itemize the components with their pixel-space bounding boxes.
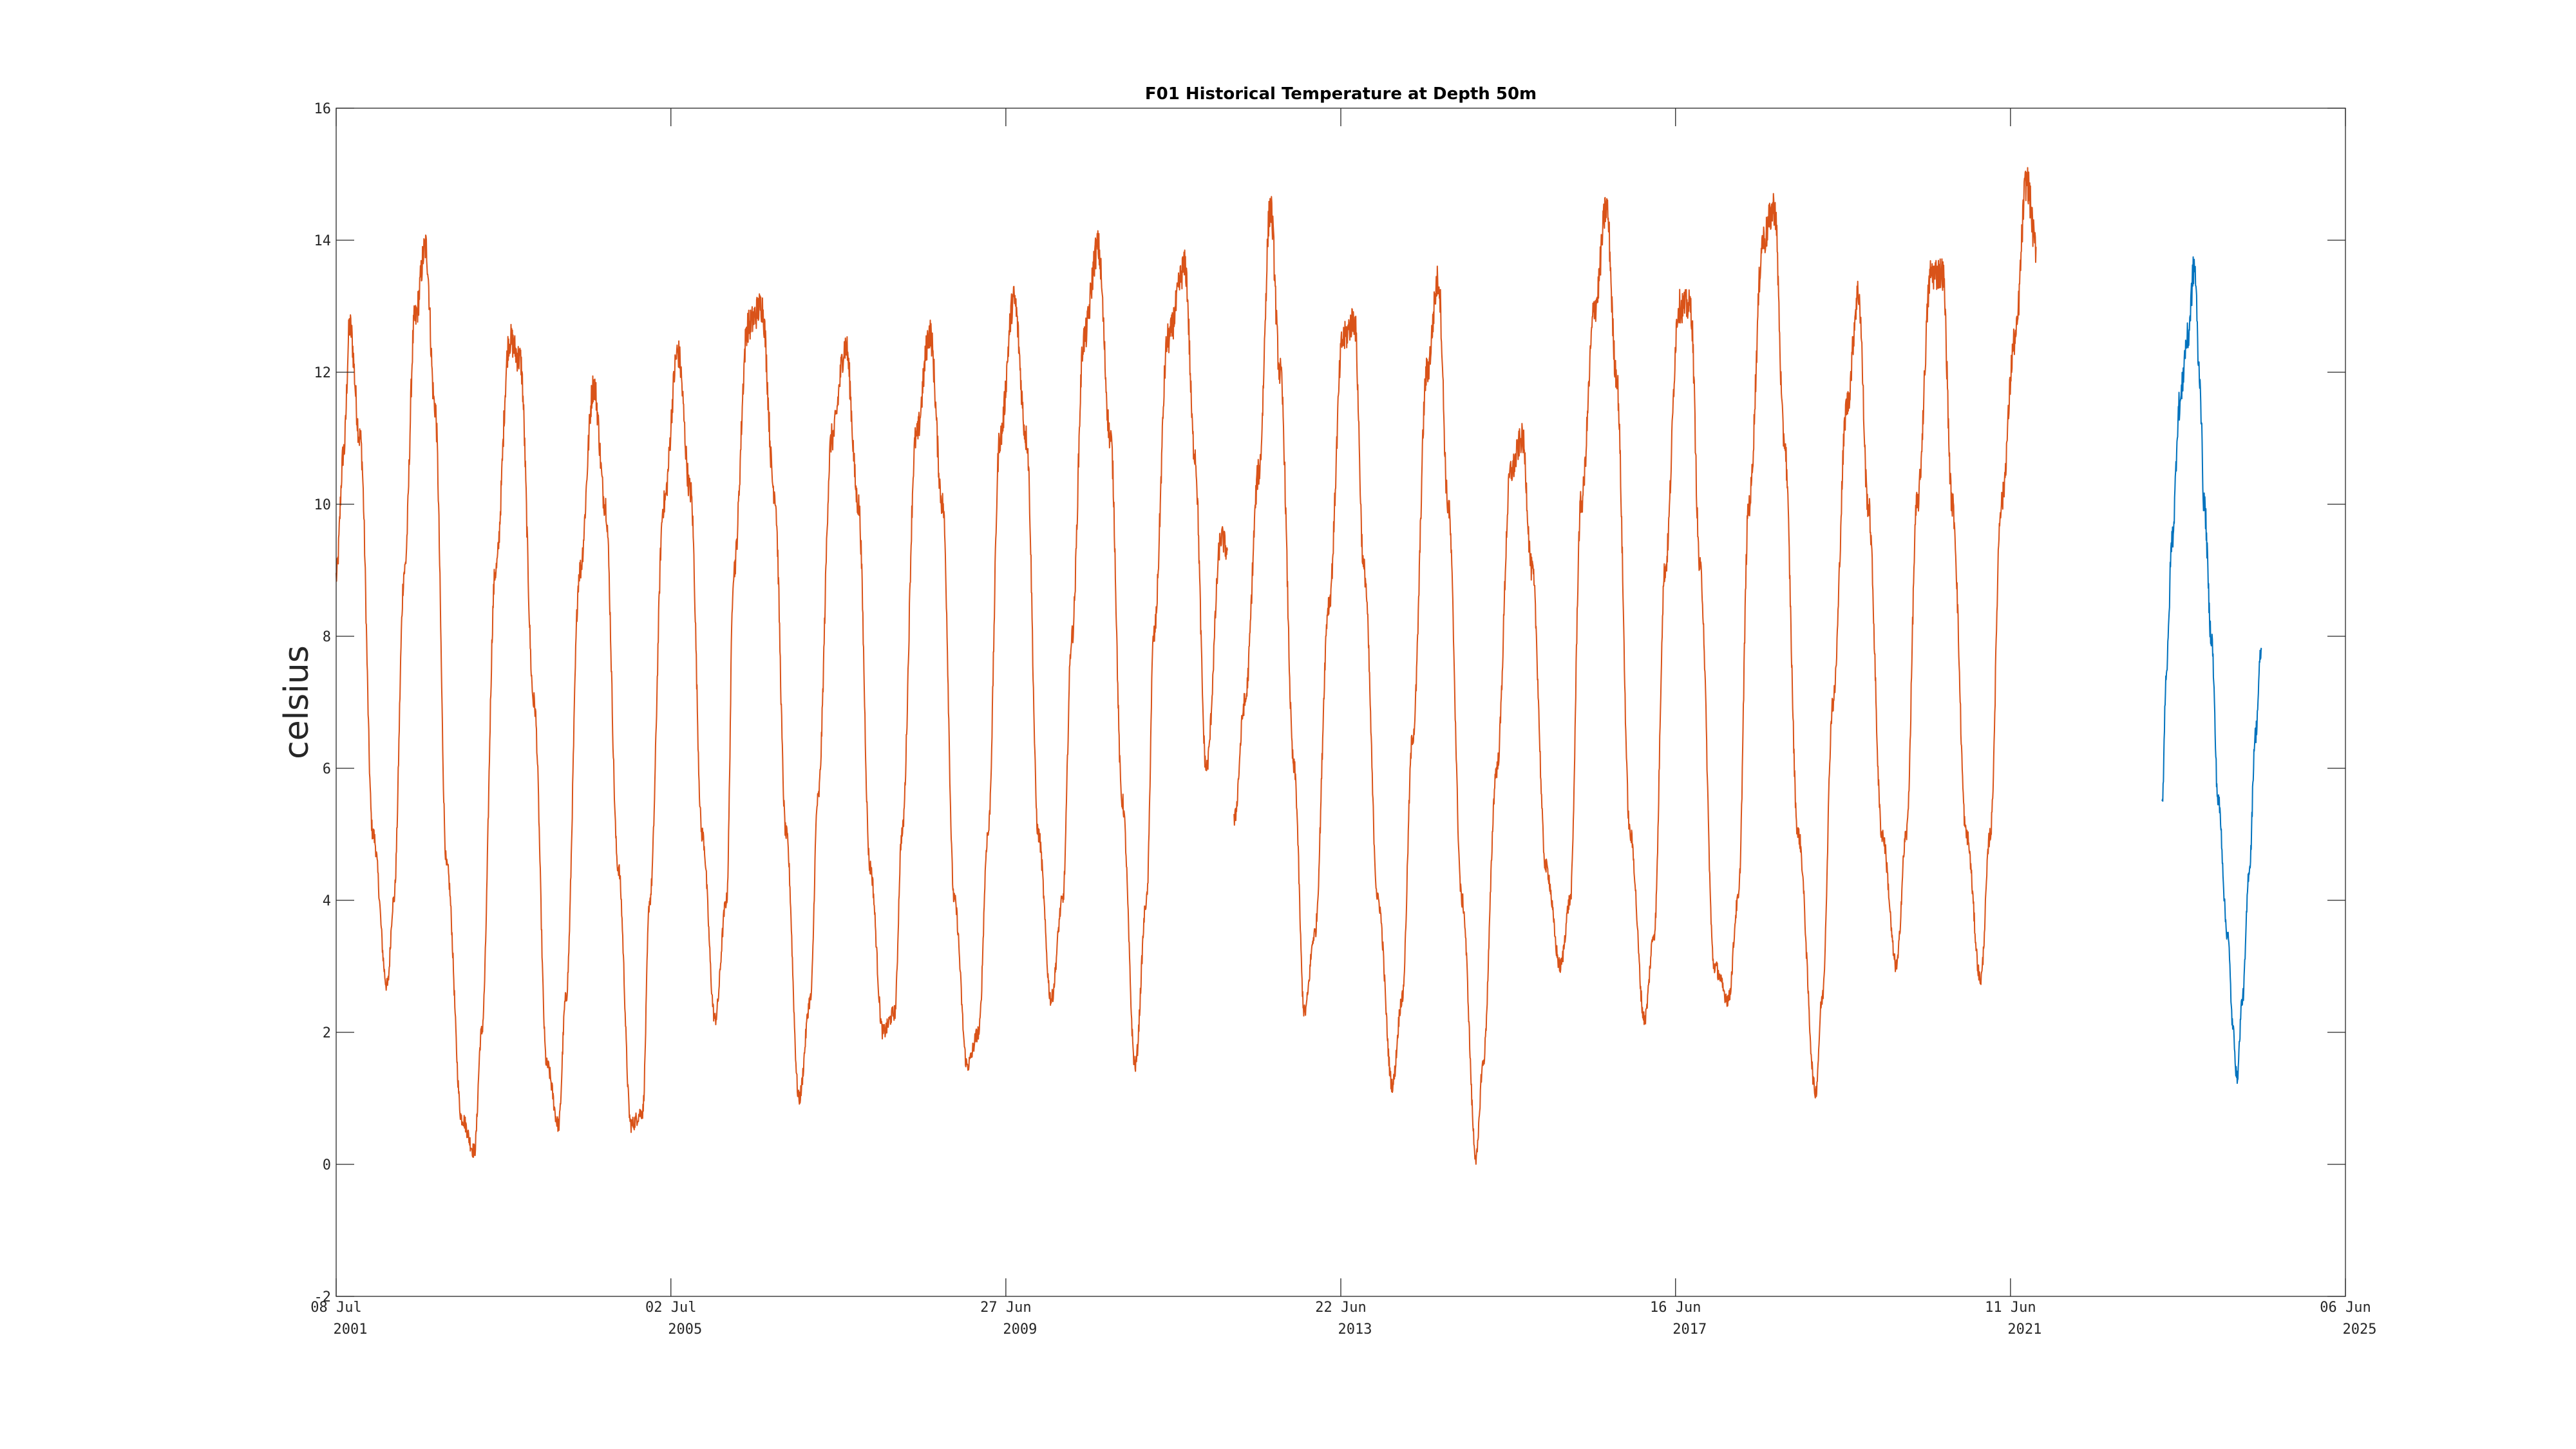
x-tick-label-date: 02 Jul (645, 1300, 696, 1316)
y-tick-label: 2 (323, 1025, 331, 1041)
y-tick-label: 0 (323, 1157, 331, 1173)
x-tick-label-year: 2017 (1672, 1321, 1707, 1338)
x-tick-label-date: 22 Jun (1315, 1300, 1366, 1316)
series-line-3 (2161, 256, 2262, 1084)
y-tick-label: 16 (314, 101, 332, 117)
y-tick-label: 14 (314, 233, 332, 249)
y-tick-label: 6 (323, 761, 331, 777)
x-tick-label-date: 11 Jun (1985, 1300, 2036, 1316)
series-layer (336, 167, 2262, 1165)
plot-frame (336, 108, 2346, 1297)
x-tick-label-date: 16 Jun (1650, 1300, 1701, 1316)
tick-labels: -2 0 2 4 6 8 10 12 14 16 08 Jul 2001 02 Jul 2005 27 Ju… (310, 101, 2376, 1338)
y-tick-label: 4 (323, 893, 331, 909)
x-tick-label-year: 2009 (1003, 1321, 1037, 1338)
series-line-1 (336, 230, 1228, 1158)
y-tick-label: 8 (323, 629, 331, 645)
x-tick-label-date: 08 Jul (310, 1300, 361, 1316)
chart-title: F01 Historical Temperature at Depth 50m (1145, 84, 1537, 104)
y-tick-label: 12 (314, 365, 332, 381)
y-axis-label: celsius (278, 645, 316, 759)
x-tick-label-year: 2013 (1338, 1321, 1372, 1338)
x-tick-label-year: 2025 (2343, 1321, 2377, 1338)
x-tick-label-date: 27 Jun (980, 1300, 1031, 1316)
x-tick-label-year: 2005 (668, 1321, 702, 1338)
y-tick-label: 10 (314, 497, 332, 513)
x-tick-label-year: 2001 (334, 1321, 368, 1338)
series-line-2 (1233, 167, 2037, 1165)
x-tick-label-date: 06 Jun (2320, 1300, 2371, 1316)
y-tick-label: -2 (314, 1289, 332, 1305)
axes (336, 108, 2346, 1297)
x-tick-label-year: 2021 (2007, 1321, 2041, 1338)
